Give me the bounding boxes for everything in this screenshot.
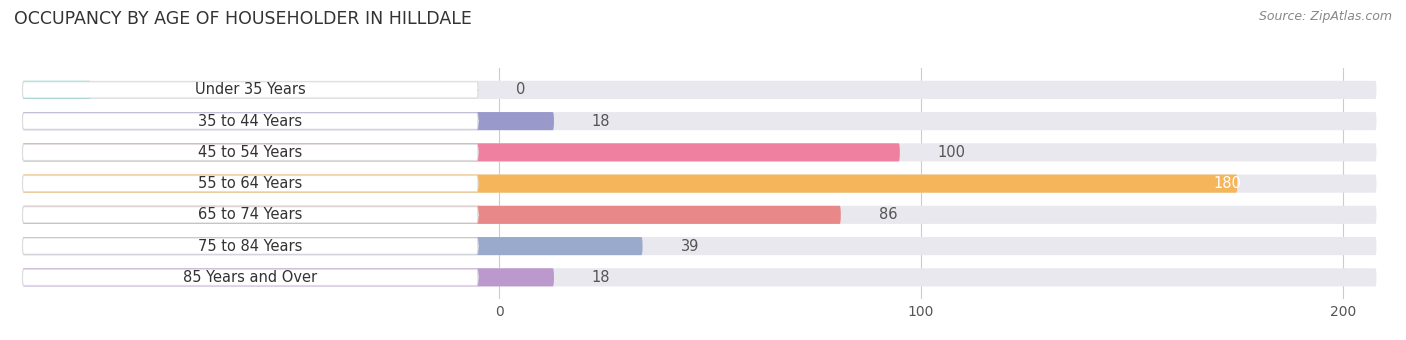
FancyBboxPatch shape xyxy=(22,81,1376,99)
FancyBboxPatch shape xyxy=(22,174,1376,193)
FancyBboxPatch shape xyxy=(22,207,478,223)
Text: 75 to 84 Years: 75 to 84 Years xyxy=(198,239,302,254)
Text: 39: 39 xyxy=(681,239,699,254)
Text: 45 to 54 Years: 45 to 54 Years xyxy=(198,145,302,160)
FancyBboxPatch shape xyxy=(22,112,1376,130)
FancyBboxPatch shape xyxy=(22,113,478,129)
Text: Source: ZipAtlas.com: Source: ZipAtlas.com xyxy=(1258,10,1392,23)
Text: 55 to 64 Years: 55 to 64 Years xyxy=(198,176,302,191)
FancyBboxPatch shape xyxy=(22,237,643,255)
FancyBboxPatch shape xyxy=(22,143,1376,161)
FancyBboxPatch shape xyxy=(22,112,554,130)
Text: 100: 100 xyxy=(938,145,966,160)
Text: 85 Years and Over: 85 Years and Over xyxy=(183,270,318,285)
Text: 86: 86 xyxy=(879,207,897,222)
Text: 65 to 74 Years: 65 to 74 Years xyxy=(198,207,302,222)
FancyBboxPatch shape xyxy=(22,238,478,254)
FancyBboxPatch shape xyxy=(22,144,478,160)
FancyBboxPatch shape xyxy=(22,81,91,99)
Text: 18: 18 xyxy=(592,270,610,285)
FancyBboxPatch shape xyxy=(22,206,841,224)
FancyBboxPatch shape xyxy=(22,174,1237,193)
Text: 0: 0 xyxy=(516,82,526,97)
FancyBboxPatch shape xyxy=(22,206,1376,224)
FancyBboxPatch shape xyxy=(22,268,1376,286)
Text: 180: 180 xyxy=(1213,176,1241,191)
FancyBboxPatch shape xyxy=(22,175,478,192)
FancyBboxPatch shape xyxy=(22,268,554,286)
Text: 35 to 44 Years: 35 to 44 Years xyxy=(198,114,302,129)
Text: 18: 18 xyxy=(592,114,610,129)
FancyBboxPatch shape xyxy=(22,237,1376,255)
Text: Under 35 Years: Under 35 Years xyxy=(195,82,305,97)
FancyBboxPatch shape xyxy=(22,82,478,98)
FancyBboxPatch shape xyxy=(22,269,478,286)
Text: OCCUPANCY BY AGE OF HOUSEHOLDER IN HILLDALE: OCCUPANCY BY AGE OF HOUSEHOLDER IN HILLD… xyxy=(14,10,472,28)
FancyBboxPatch shape xyxy=(22,143,900,161)
